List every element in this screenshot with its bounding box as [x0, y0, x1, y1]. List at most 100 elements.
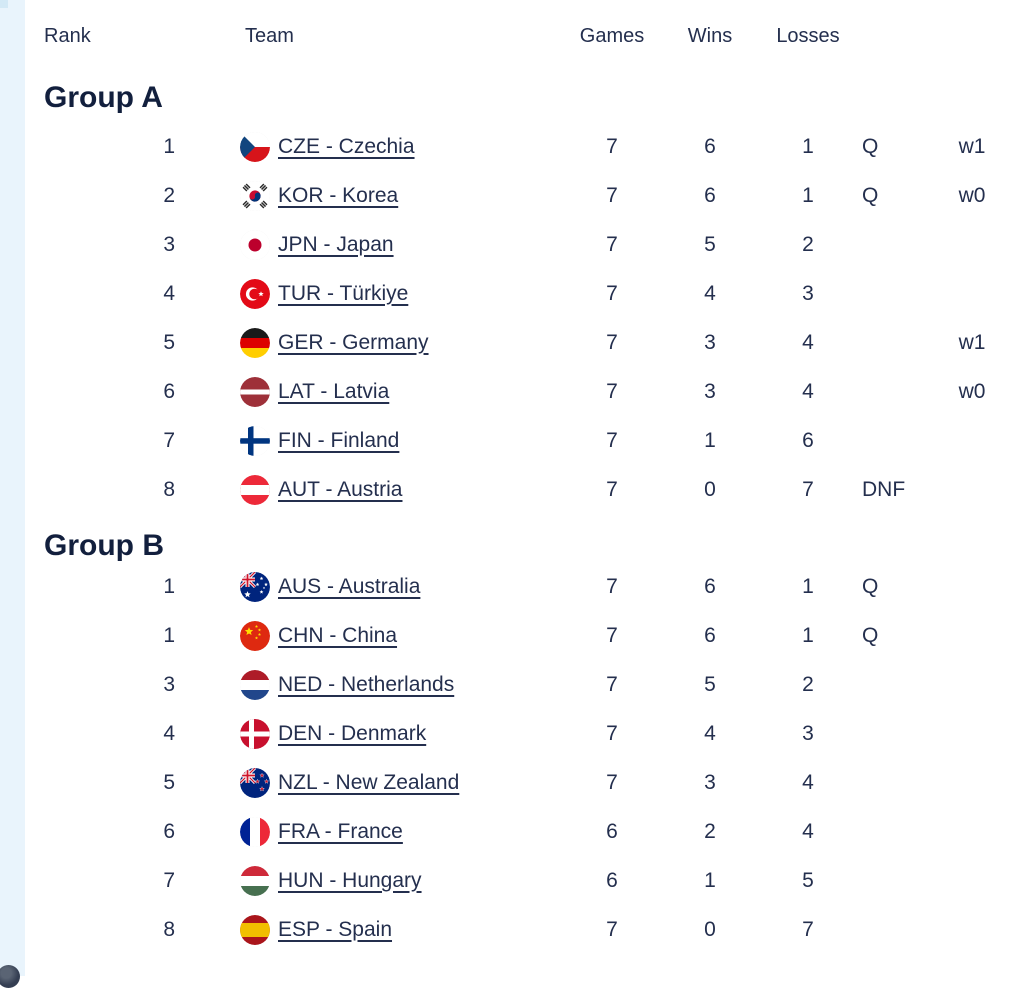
rank-cell: 1 — [163, 134, 175, 158]
aus-flag-icon — [240, 571, 270, 602]
table-row: 6 FRA - France 6 2 4 — [0, 807, 1024, 856]
table-row: 8 AUT - Austria 7 0 7 DNF — [0, 465, 1024, 514]
rank-cell: 4 — [163, 721, 175, 745]
team-link[interactable]: DEN - Denmark — [278, 721, 427, 745]
jpn-flag-icon — [240, 229, 270, 260]
team-link[interactable]: JPN - Japan — [278, 232, 394, 256]
team-link[interactable]: CZE - Czechia — [278, 134, 415, 158]
qualification-badge: Q — [862, 183, 879, 207]
rank-cell: 8 — [163, 917, 175, 941]
wins-cell: 6 — [704, 574, 716, 598]
losses-cell: 7 — [802, 917, 814, 941]
nzl-flag-icon — [240, 767, 270, 798]
hun-flag-icon — [240, 865, 270, 896]
team-link[interactable]: ESP - Spain — [278, 917, 393, 941]
rank-cell: 3 — [163, 672, 175, 696]
team-link[interactable]: AUT - Austria — [278, 477, 403, 501]
losses-cell: 5 — [802, 868, 814, 892]
losses-cell: 4 — [802, 330, 814, 354]
corner-artifact — [0, 0, 8, 8]
team-column-header: Team — [245, 25, 294, 47]
team-link[interactable]: GER - Germany — [278, 330, 429, 354]
losses-cell: 1 — [802, 574, 814, 598]
games-cell: 7 — [606, 477, 618, 501]
games-cell: 7 — [606, 574, 618, 598]
losses-cell: 1 — [802, 183, 814, 207]
fin-flag-icon — [240, 425, 270, 456]
kor-flag-icon — [240, 180, 270, 211]
note-cell: w0 — [958, 379, 986, 403]
losses-cell: 1 — [802, 134, 814, 158]
table-row: 4 DEN - Denmark 7 4 3 — [0, 709, 1024, 758]
team-link[interactable]: FIN - Finland — [278, 428, 400, 452]
games-cell: 7 — [606, 917, 618, 941]
rank-cell: 2 — [163, 183, 175, 207]
qualification-badge: Q — [862, 134, 879, 158]
games-cell: 7 — [606, 672, 618, 696]
table-row: 5 GER - Germany 7 3 4 w1 — [0, 318, 1024, 367]
wins-column-header: Wins — [687, 25, 733, 47]
wins-cell: 1 — [704, 868, 716, 892]
group-heading: Group B — [44, 529, 164, 562]
table-row: 3 JPN - Japan 7 5 2 — [0, 220, 1024, 269]
losses-column-header: Losses — [776, 25, 840, 47]
wins-cell: 2 — [704, 819, 716, 843]
losses-cell: 4 — [802, 379, 814, 403]
games-column-header: Games — [579, 25, 645, 47]
note-cell: w0 — [958, 183, 986, 207]
wins-cell: 6 — [704, 183, 716, 207]
wins-cell: 3 — [704, 379, 716, 403]
group-heading: Group A — [44, 81, 163, 114]
table-row: 7 FIN - Finland 7 1 6 — [0, 416, 1024, 465]
table-row: 4 TUR - Türkiye 7 4 3 — [0, 269, 1024, 318]
games-cell: 7 — [606, 134, 618, 158]
team-link[interactable]: NZL - New Zealand — [278, 770, 460, 794]
team-link[interactable]: KOR - Korea — [278, 183, 399, 207]
team-link[interactable]: FRA - France — [278, 819, 403, 843]
standings-table: Rank Team Games Wins Losses Group A 1 CZE … — [0, 25, 1024, 954]
wins-cell: 4 — [704, 721, 716, 745]
rank-cell: 1 — [163, 574, 175, 598]
qualification-badge: Q — [862, 623, 879, 647]
left-edge-strip — [0, 0, 25, 976]
games-cell: 7 — [606, 281, 618, 305]
losses-cell: 3 — [802, 281, 814, 305]
losses-cell: 1 — [802, 623, 814, 647]
ned-flag-icon — [240, 669, 270, 700]
wins-cell: 0 — [704, 917, 716, 941]
team-link[interactable]: LAT - Latvia — [278, 379, 390, 403]
wins-cell: 5 — [704, 232, 716, 256]
table-row: 7 HUN - Hungary 6 1 5 — [0, 856, 1024, 905]
note-cell: w1 — [958, 330, 986, 354]
team-link[interactable]: CHN - China — [278, 623, 398, 647]
losses-cell: 6 — [802, 428, 814, 452]
aut-flag-icon — [240, 474, 270, 505]
team-link[interactable]: NED - Netherlands — [278, 672, 455, 696]
rank-cell: 5 — [163, 770, 175, 794]
rank-cell: 7 — [163, 868, 175, 892]
rank-cell: 7 — [163, 428, 175, 452]
games-cell: 6 — [606, 868, 618, 892]
losses-cell: 4 — [802, 819, 814, 843]
games-cell: 7 — [606, 623, 618, 647]
ger-flag-icon — [240, 327, 270, 358]
team-link[interactable]: HUN - Hungary — [278, 868, 422, 892]
games-cell: 7 — [606, 770, 618, 794]
wins-cell: 1 — [704, 428, 716, 452]
wins-cell: 3 — [704, 330, 716, 354]
qualification-badge: DNF — [862, 477, 906, 501]
table-row: 3 NED - Netherlands 7 5 2 — [0, 660, 1024, 709]
tur-flag-icon — [240, 278, 270, 309]
rank-cell: 8 — [163, 477, 175, 501]
losses-cell: 3 — [802, 721, 814, 745]
qualification-badge: Q — [862, 574, 879, 598]
table-row: 6 LAT - Latvia 7 3 4 w0 — [0, 367, 1024, 416]
team-link[interactable]: TUR - Türkiye — [278, 281, 409, 305]
wins-cell: 5 — [704, 672, 716, 696]
rank-cell: 6 — [163, 819, 175, 843]
wins-cell: 6 — [704, 623, 716, 647]
team-link[interactable]: AUS - Australia — [278, 574, 421, 598]
